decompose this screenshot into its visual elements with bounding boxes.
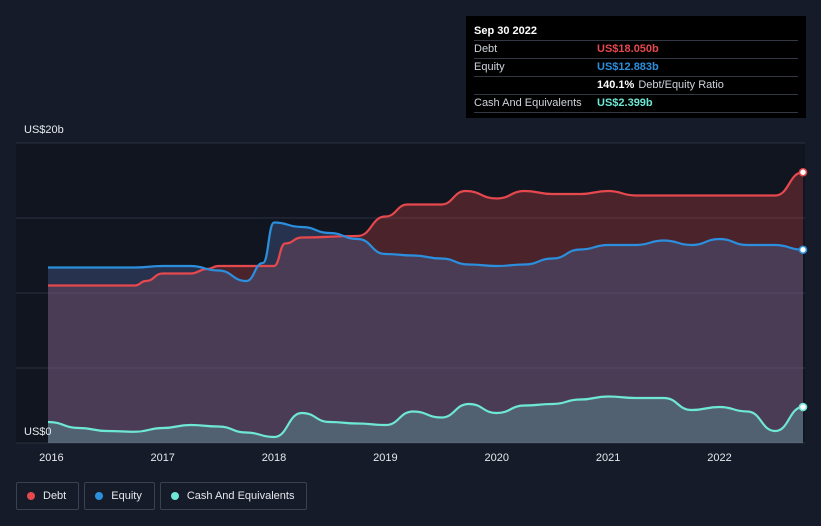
x-tick-label: 2022 [707, 452, 731, 464]
tooltip-row-equity: Equity US$12.883b [474, 58, 798, 76]
line-equity [48, 221, 804, 283]
legend-label-cash: Cash And Equivalents [186, 490, 295, 502]
endpoint-equity [798, 245, 808, 255]
tooltip-value-ratio: 140.1% [597, 79, 635, 91]
y-axis-labels: US$20b US$0 [24, 124, 64, 438]
endpoint-debt [798, 167, 808, 177]
x-tick-label: 2018 [262, 452, 286, 464]
series-lines [47, 171, 804, 439]
endpoint-cash [798, 402, 808, 412]
legend-dot-cash [170, 492, 179, 500]
legend-label-debt: Debt [43, 490, 67, 502]
line-debt [47, 171, 804, 287]
legend-dot-equity [95, 492, 104, 500]
line-cash [47, 395, 804, 439]
area-debt [48, 172, 803, 443]
tooltip-label-cash: Cash And Equivalents [474, 97, 582, 109]
x-tick-label: 2016 [39, 452, 63, 464]
tooltip-row-debt: Debt US$18.050b [474, 40, 798, 58]
tooltip-row-cash: Cash And Equivalents US$2.399b [474, 94, 798, 113]
y-tick-label: US$20b [24, 124, 64, 136]
legend-dot-debt [27, 492, 35, 500]
tooltip-label-equity: Equity [474, 61, 505, 73]
x-tick-label: 2020 [485, 452, 509, 464]
series-areas [48, 172, 803, 443]
legend-item-debt[interactable]: Debt [16, 482, 80, 510]
x-tick-label: 2021 [596, 452, 620, 464]
endpoint-markers [798, 167, 808, 412]
tooltip-label-debt: Debt [474, 43, 498, 55]
area-equity [48, 222, 803, 443]
tooltip-value-equity: US$12.883b [597, 61, 659, 73]
tooltip-ratio-text: Debt/Equity Ratio [638, 79, 724, 91]
chart-legend: Debt Equity Cash And Equivalents [16, 482, 308, 510]
y-tick-label: US$0 [24, 426, 52, 438]
x-tick-label: 2017 [150, 452, 174, 464]
x-tick-label: 2019 [373, 452, 397, 464]
tooltip-row-ratio: 140.1% Debt/Equity Ratio [474, 76, 798, 94]
tooltip-value-cash: US$2.399b [597, 97, 653, 109]
tooltip-value-debt: US$18.050b [597, 43, 659, 55]
tooltip-label-ratio [474, 77, 597, 94]
tooltip-date: Sep 30 2022 [474, 25, 537, 37]
legend-item-cash[interactable]: Cash And Equivalents [159, 482, 308, 510]
gridlines [16, 142, 805, 444]
data-tooltip: Sep 30 2022 Debt US$18.050b Equity US$12… [466, 16, 806, 118]
x-axis-labels: 2016 2017 2018 2019 2020 2021 2022 [39, 452, 732, 464]
legend-item-equity[interactable]: Equity [84, 482, 155, 510]
legend-label-equity: Equity [111, 490, 142, 502]
